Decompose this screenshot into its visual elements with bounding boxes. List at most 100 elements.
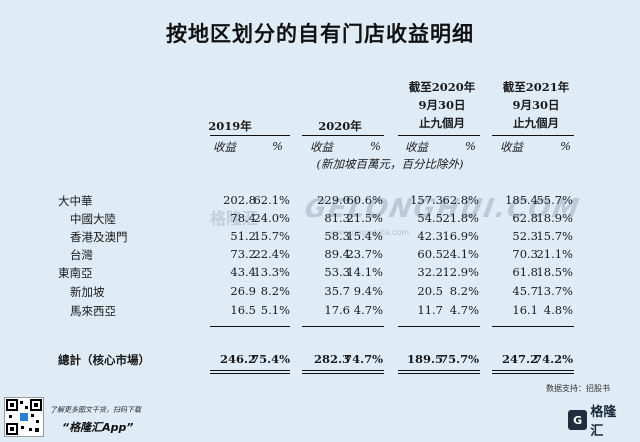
percent-cell: 21.5% [346, 211, 383, 225]
total-revenue-cell: 189.5 [406, 352, 443, 366]
row-label: 中國大陸 [70, 212, 116, 226]
percent-cell: 8.2% [449, 284, 479, 298]
revenue-cell: 62.8 [512, 211, 538, 225]
row-label: 新加坡 [70, 285, 105, 299]
data-source: 数据支持：招股书 [546, 384, 610, 393]
revenue-cell: 229.0 [317, 193, 350, 207]
percent-cell: 9.4% [353, 284, 383, 298]
percent-cell: 24.0% [253, 211, 290, 225]
units-note: (新加坡百萬元，百分比除外) [316, 157, 464, 171]
watermark-url: www.gogudata.com [330, 228, 410, 237]
revenue-cell: 35.7 [324, 284, 350, 298]
revenue-cell: 89.4 [324, 247, 350, 261]
revenue-cell: 70.3 [512, 247, 538, 261]
revenue-cell: 53.3 [324, 265, 350, 279]
percent-cell: 5.1% [260, 303, 290, 317]
period-9m2021-line2: 9月30日 [512, 98, 560, 112]
revenue-cell: 78.4 [230, 211, 256, 225]
row-label: 馬來西亞 [70, 304, 116, 318]
percent-cell: 21.8% [442, 211, 479, 225]
total-percent-cell: 75.4% [251, 352, 290, 366]
row-label: 台灣 [70, 248, 93, 262]
percent-cell: 15.7% [253, 229, 290, 243]
percent-cell: 62.1% [253, 193, 290, 207]
percent-cell: 21.1% [536, 247, 573, 261]
percent-cell: 15.4% [346, 229, 383, 243]
brand-mark-icon: G [568, 410, 588, 430]
total-revenue-cell: 246.2 [219, 352, 256, 366]
total-percent-cell: 74.2% [534, 352, 573, 366]
page-title: 按地区划分的自有门店收益明细 [166, 22, 474, 46]
row-label: 東南亞 [58, 266, 93, 280]
row-label: 香港及澳門 [70, 230, 128, 244]
qr-code-icon [6, 399, 42, 435]
total-double-underline-2020a [302, 370, 384, 371]
revenue-cell: 20.5 [417, 284, 443, 298]
revenue-cell: 17.6 [324, 303, 350, 317]
percent-cell: 62.8% [442, 193, 479, 207]
revenue-cell: 157.3 [410, 193, 443, 207]
brand-name: 格隆汇 [590, 405, 617, 439]
total-label: 總計（核心市場） [58, 353, 150, 367]
subheader-revenue-2020: 收益 [310, 140, 333, 154]
percent-cell: 4.8% [543, 303, 573, 317]
revenue-cell: 81.3 [324, 211, 350, 225]
promo-app-name: “格隆汇App” [62, 421, 134, 434]
percent-cell: 55.7% [536, 193, 573, 207]
subheader-revenue-9m2020: 收益 [405, 140, 428, 154]
total-revenue-cell: 247.2 [501, 352, 538, 366]
revenue-cell: 185.4 [505, 193, 538, 207]
percent-cell: 23.7% [346, 247, 383, 261]
promo-text: 了解更多图文干货，扫码下载 [50, 406, 141, 414]
subtotal-underline-2020 [302, 326, 384, 327]
revenue-cell: 11.7 [417, 303, 443, 317]
percent-cell: 13.7% [536, 284, 573, 298]
percent-cell: 12.9% [442, 265, 479, 279]
percent-cell: 18.9% [536, 211, 573, 225]
revenue-cell: 60.5 [417, 247, 443, 261]
subheader-revenue-2019: 收益 [213, 140, 236, 154]
subtotal-underline-2019 [210, 326, 290, 327]
subheader-percent-2020: % [370, 139, 381, 153]
period-9m2021-line1: 截至2021年 [502, 80, 570, 94]
revenue-cell: 54.5 [417, 211, 443, 225]
percent-cell: 8.2% [260, 284, 290, 298]
percent-cell: 13.3% [253, 265, 290, 279]
subheader-percent-2019: % [272, 139, 283, 153]
header-underline-9m2021 [492, 135, 574, 136]
period-2019-header: 2019年 [208, 119, 252, 133]
revenue-cell: 73.2 [230, 247, 256, 261]
total-double-underline-2019b [210, 373, 290, 374]
percent-cell: 4.7% [353, 303, 383, 317]
period-9m2020-line2: 9月30日 [418, 98, 466, 112]
revenue-cell: 32.2 [417, 265, 443, 279]
percent-cell: 22.4% [253, 247, 290, 261]
total-double-underline-9m2020a [398, 370, 480, 371]
header-underline-2020 [302, 135, 384, 136]
percent-cell: 18.5% [536, 265, 573, 279]
header-underline-2019 [210, 135, 290, 136]
revenue-cell: 26.9 [230, 284, 256, 298]
revenue-cell: 45.7 [512, 284, 538, 298]
row-label: 大中華 [58, 194, 93, 208]
period-9m2020-line1: 截至2020年 [408, 80, 476, 94]
revenue-cell: 16.5 [230, 303, 256, 317]
total-double-underline-9m2021a [492, 370, 574, 371]
total-percent-cell: 75.7% [440, 352, 479, 366]
total-double-underline-2019a [210, 370, 290, 371]
header-underline-9m2020 [398, 135, 480, 136]
brand-logo: G 格隆汇 [568, 405, 628, 439]
qr-code [4, 397, 44, 437]
percent-cell: 14.1% [346, 265, 383, 279]
revenue-cell: 52.3 [512, 229, 538, 243]
revenue-cell: 51.2 [230, 229, 256, 243]
total-double-underline-2020b [302, 373, 384, 374]
percent-cell: 16.9% [442, 229, 479, 243]
total-double-underline-9m2020b [398, 373, 480, 374]
percent-cell: 15.7% [536, 229, 573, 243]
period-9m2021-line3: 止九個月 [513, 116, 559, 130]
total-double-underline-9m2021b [492, 373, 574, 374]
period-9m2021-header: 截至2021年 9月30日 止九個月 [486, 78, 586, 132]
revenue-cell: 16.1 [512, 303, 538, 317]
